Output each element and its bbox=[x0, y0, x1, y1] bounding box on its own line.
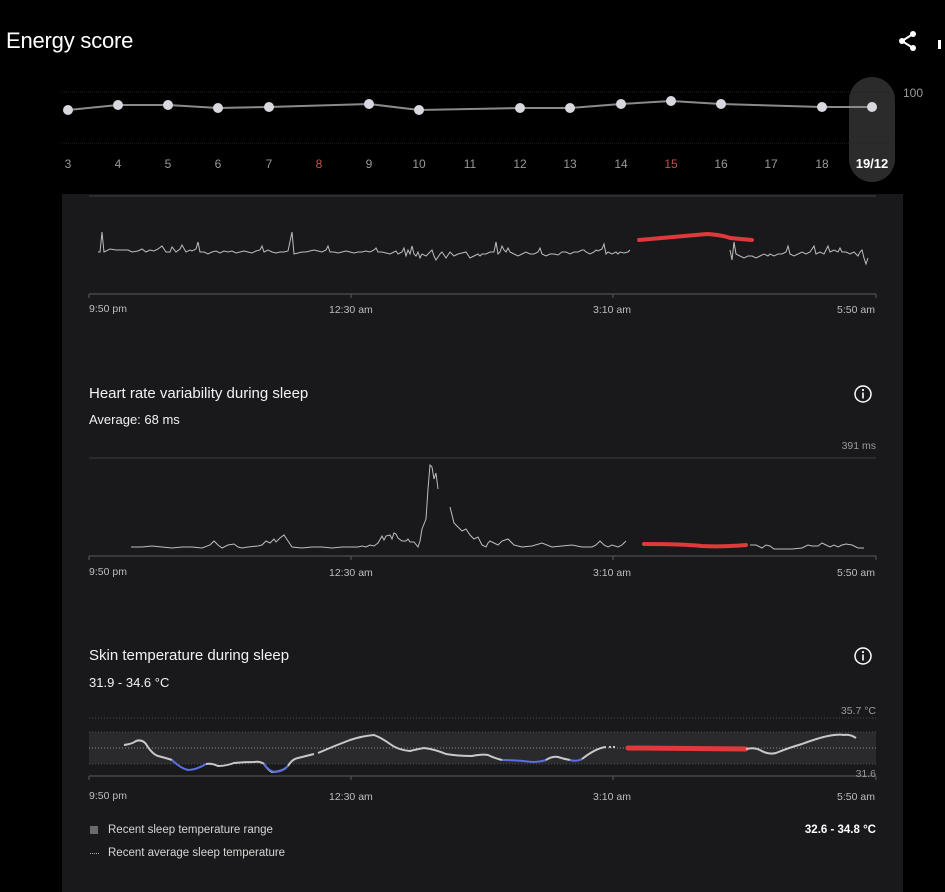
day-tab-3[interactable]: 3 bbox=[64, 157, 72, 171]
hrv-x-label-mid2: 3:10 am bbox=[593, 567, 631, 579]
skin-temp-chart bbox=[88, 717, 877, 780]
day-tab-8[interactable]: 8 bbox=[315, 157, 323, 171]
legend-average-label: Recent average sleep temperature bbox=[108, 847, 286, 859]
more-options-icon[interactable] bbox=[938, 40, 941, 49]
info-icon[interactable] bbox=[854, 385, 872, 403]
info-icon[interactable] bbox=[854, 647, 872, 665]
hrv-x-label-mid1: 12:30 am bbox=[329, 567, 373, 579]
energy-point[interactable] bbox=[616, 99, 626, 109]
energy-point[interactable] bbox=[565, 103, 575, 113]
energy-point[interactable] bbox=[716, 99, 726, 109]
day-tab-13[interactable]: 13 bbox=[563, 157, 577, 171]
energy-point[interactable] bbox=[515, 103, 525, 113]
hrv-average: Average: 68 ms bbox=[89, 412, 180, 427]
day-tab-16[interactable]: 16 bbox=[714, 157, 728, 171]
energy-point[interactable] bbox=[63, 105, 73, 115]
hrv-y-max: 391 ms bbox=[841, 440, 876, 452]
skin-temp-y-max: 35.7 °C bbox=[840, 705, 876, 717]
legend-range: Recent sleep temperature range bbox=[90, 824, 273, 836]
day-tab-15[interactable]: 15 bbox=[664, 157, 678, 171]
energy-point[interactable] bbox=[414, 105, 424, 115]
day-tab-7[interactable]: 7 bbox=[265, 157, 273, 171]
skin-temp-y-min: 31.6 bbox=[855, 768, 876, 780]
energy-point[interactable] bbox=[817, 102, 827, 112]
hrv-x-label-start: 9:50 pm bbox=[89, 566, 127, 578]
energy-point[interactable] bbox=[163, 100, 173, 110]
skin-x-label-mid1: 12:30 am bbox=[329, 791, 373, 803]
x-label-mid1: 12:30 am bbox=[329, 304, 373, 316]
hrv-chart bbox=[88, 457, 877, 560]
day-tab-10[interactable]: 10 bbox=[412, 157, 426, 171]
energy-point[interactable] bbox=[213, 103, 223, 113]
day-tab-18[interactable]: 18 bbox=[815, 157, 829, 171]
legend-range-value: 32.6 - 34.8 °C bbox=[804, 824, 876, 836]
hrv-x-label-end: 5:50 am bbox=[837, 567, 875, 579]
dotted-line-icon bbox=[90, 852, 99, 854]
y-max-label: 100 bbox=[903, 86, 924, 100]
x-label-mid2: 3:10 am bbox=[593, 304, 631, 316]
day-tab-17[interactable]: 17 bbox=[764, 157, 778, 171]
skin-x-label-mid2: 3:10 am bbox=[593, 791, 631, 803]
skin-x-label-end: 5:50 am bbox=[837, 791, 875, 803]
hrv-title: Heart rate variability during sleep bbox=[89, 385, 309, 402]
day-tab-4[interactable]: 4 bbox=[114, 157, 122, 171]
energy-point[interactable] bbox=[867, 102, 877, 112]
day-tab-14[interactable]: 14 bbox=[614, 157, 628, 171]
day-tab-5[interactable]: 5 bbox=[164, 157, 172, 171]
day-tab-6[interactable]: 6 bbox=[214, 157, 222, 171]
skin-temp-title: Skin temperature during sleep bbox=[89, 647, 290, 664]
legend-range-label: Recent sleep temperature range bbox=[108, 824, 273, 836]
detail-card: 9:50 pm 12:30 am 3:10 am 5:50 am Heart r… bbox=[62, 194, 903, 892]
day-tab-12[interactable]: 12 bbox=[513, 157, 527, 171]
range-swatch-icon bbox=[90, 826, 98, 834]
skin-x-label-start: 9:50 pm bbox=[89, 790, 127, 802]
energy-point[interactable] bbox=[364, 99, 374, 109]
legend-average: Recent average sleep temperature bbox=[90, 847, 285, 859]
energy-point[interactable] bbox=[113, 100, 123, 110]
skin-temp-range: 31.9 - 34.6 °C bbox=[89, 675, 170, 690]
energy-score-chart: 100 3 4 5 6 7 8 9 10 11 12 13 14 15 16 17 18 19/12 bbox=[0, 70, 945, 190]
day-tab-11[interactable]: 11 bbox=[463, 157, 477, 171]
day-tab-19-12[interactable]: 19/12 bbox=[855, 156, 889, 171]
heart-rate-chart bbox=[88, 231, 877, 298]
page-title: Energy score bbox=[6, 28, 134, 53]
energy-point[interactable] bbox=[666, 96, 676, 106]
energy-score-line bbox=[62, 91, 890, 144]
x-label-end: 5:50 am bbox=[837, 304, 875, 316]
energy-point[interactable] bbox=[264, 102, 274, 112]
share-icon[interactable] bbox=[897, 30, 919, 52]
divider bbox=[89, 195, 876, 197]
selected-day-highlight[interactable] bbox=[849, 77, 895, 182]
day-tab-9[interactable]: 9 bbox=[365, 157, 373, 171]
x-label-start: 9:50 pm bbox=[89, 303, 127, 315]
